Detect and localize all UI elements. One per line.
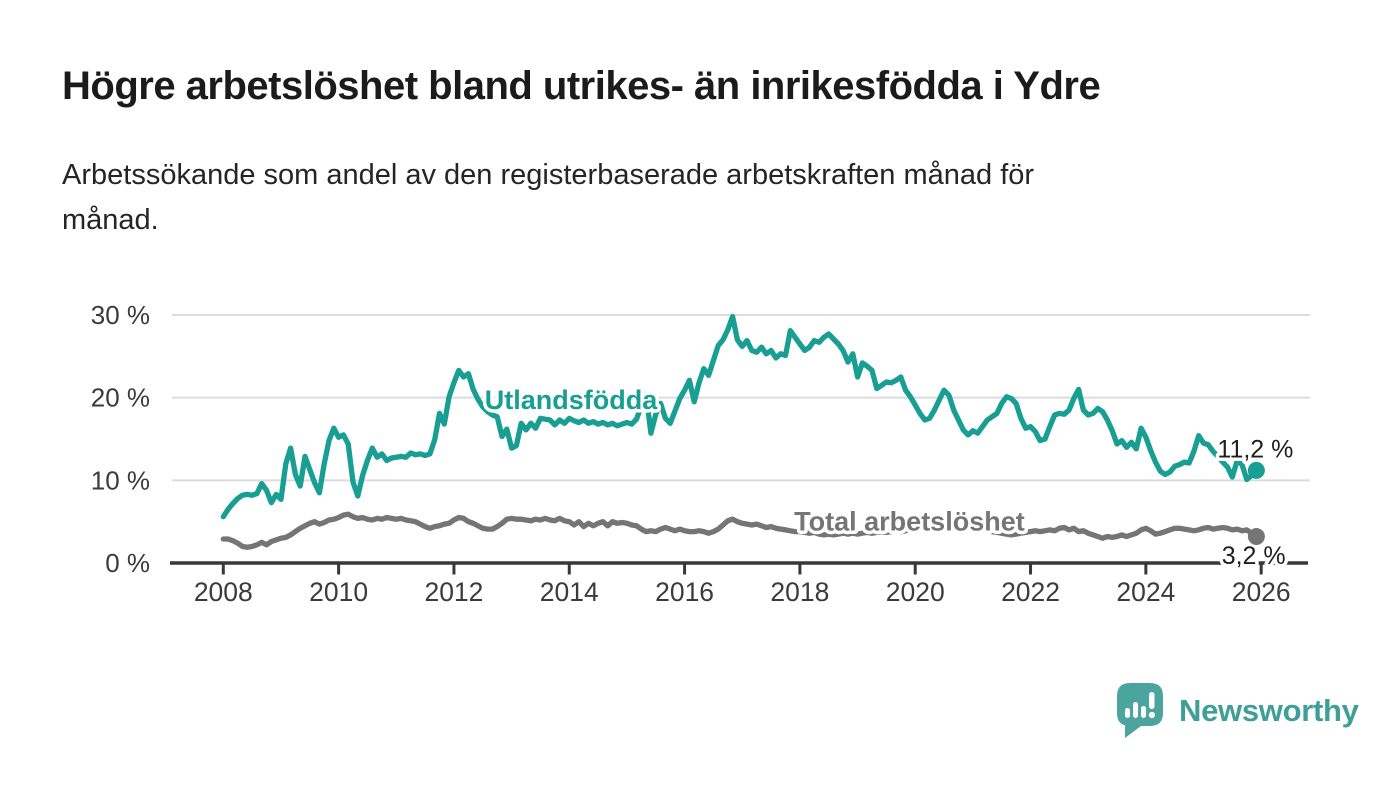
y-axis-label: 10 % [91, 465, 150, 495]
newsworthy-logo-text: Newsworthy [1179, 692, 1359, 728]
y-axis-label: 0 % [105, 548, 150, 578]
annotation-label: Total arbetslöshet [794, 507, 1025, 537]
chart-subtitle: Arbetssökande som andel av den registerb… [62, 153, 1322, 243]
y-axis-label: 30 % [91, 300, 150, 330]
annotation-label: 3,2 % [1222, 542, 1286, 570]
x-axis-label: 2012 [424, 577, 483, 607]
logo-exclamation-bar [1149, 692, 1155, 709]
series-end-dot-total-arbetsl-shet [1247, 528, 1265, 546]
newsworthy-logo: Newsworthy [1116, 682, 1359, 739]
x-axis-label: 2018 [770, 577, 829, 607]
x-axis-label: 2010 [309, 577, 368, 607]
annotation-label: 11,2 % [1217, 436, 1293, 464]
logo-bar-tall [1133, 702, 1138, 718]
x-axis-label: 2008 [194, 577, 253, 607]
x-axis-label: 2014 [540, 577, 599, 607]
logo-exclamation-dot [1148, 711, 1155, 719]
chart-subtitle-line1: Arbetssökande som andel av den registerb… [62, 159, 1035, 191]
x-axis-label: 2020 [886, 577, 945, 607]
newsworthy-logo-icon [1117, 683, 1163, 738]
x-axis-label: 2022 [1001, 577, 1060, 607]
x-axis-label: 2016 [655, 577, 714, 607]
annotation-label: Utlandsfödda [485, 385, 658, 415]
y-axis-label: 20 % [91, 383, 150, 413]
chart-title: Högre arbetslöshet bland utrikes- än inr… [62, 64, 1101, 108]
logo-bar-small [1125, 708, 1130, 718]
series-line-utlandsf-dda [220, 313, 1260, 520]
series-line-total-arbetsl-shet [220, 511, 1260, 550]
series-end-dot-utlandsf-dda [1247, 461, 1265, 479]
logo-bar-medium [1141, 706, 1146, 718]
chart-subtitle-line2: månad. [62, 203, 159, 236]
x-axis-label: 2026 [1232, 577, 1291, 607]
x-axis-label: 2024 [1116, 577, 1175, 607]
